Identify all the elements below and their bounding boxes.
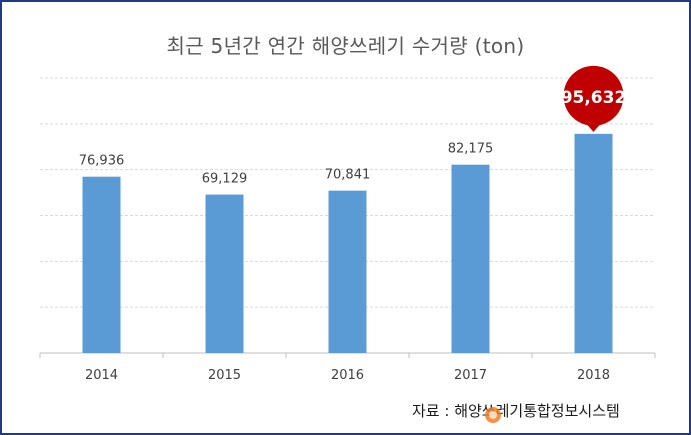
tick-label-2018: 2018 [577, 368, 610, 383]
tick-label-2017: 2017 [454, 368, 487, 383]
agency-logo-icon [485, 407, 501, 423]
data-label-2017: 82,175 [448, 142, 494, 157]
tick-label-2016: 2016 [331, 368, 364, 383]
tick-label-2015: 2015 [208, 368, 241, 383]
data-label-2014: 76,936 [79, 154, 125, 169]
highlight-bubble [563, 65, 624, 126]
chart-title: 최근 5년간 연간 해양쓰레기 수거량 (ton) [166, 34, 525, 58]
bar-2016 [328, 190, 367, 353]
bar-2014 [82, 176, 121, 353]
source-note: 자료 : 해양쓰레기통합정보시스템 [412, 402, 620, 420]
data-label-2018: 95,632 [561, 88, 627, 108]
data-label-2015: 69,129 [202, 172, 248, 187]
highlight-bubble-pointer [585, 122, 602, 132]
bar-2017 [451, 164, 490, 353]
bar-2015 [205, 194, 244, 353]
data-label-2016: 70,841 [325, 168, 371, 183]
bar-2018 [574, 133, 613, 353]
tick-label-2014: 2014 [85, 368, 118, 383]
